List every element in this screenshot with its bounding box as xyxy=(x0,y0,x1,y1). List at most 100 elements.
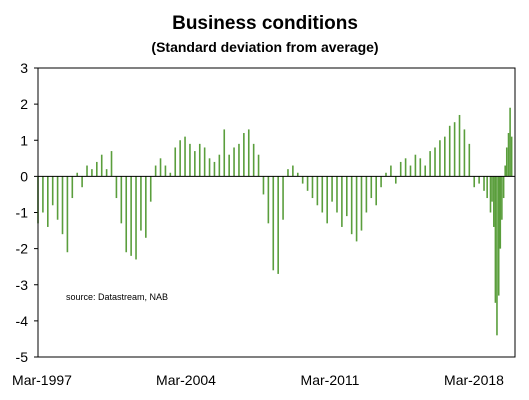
bar xyxy=(336,176,338,213)
x-tick-label: Mar-2011 xyxy=(301,372,360,388)
bar xyxy=(499,176,502,249)
bar xyxy=(458,114,461,177)
bar xyxy=(505,147,508,177)
bar xyxy=(390,165,392,177)
y-tick-label: -3 xyxy=(16,277,29,293)
bar xyxy=(145,176,147,238)
bar xyxy=(434,147,436,177)
bar xyxy=(399,161,402,177)
bar xyxy=(115,176,118,199)
bar xyxy=(385,172,387,177)
bar xyxy=(321,176,324,213)
bar xyxy=(233,147,235,177)
x-tick-label: Mar-1997 xyxy=(12,372,72,388)
bar xyxy=(468,143,471,177)
chart-subtitle: (Standard deviation from average) xyxy=(151,39,378,55)
bar xyxy=(184,136,186,177)
bar xyxy=(311,176,314,199)
y-tick-label: -4 xyxy=(16,313,29,329)
bar xyxy=(243,133,245,177)
bar xyxy=(509,107,511,177)
bar xyxy=(110,151,113,177)
bar xyxy=(494,176,497,303)
bar xyxy=(489,176,492,213)
bar xyxy=(47,176,49,227)
bar xyxy=(414,154,417,177)
bar xyxy=(496,176,498,336)
y-tick-label: 3 xyxy=(20,60,28,76)
bar xyxy=(198,143,201,177)
bar xyxy=(331,176,333,202)
bar xyxy=(341,176,343,227)
bar xyxy=(439,140,441,177)
bar xyxy=(252,143,255,177)
bar xyxy=(287,169,289,177)
bar xyxy=(140,176,142,231)
bar xyxy=(491,176,493,202)
bar xyxy=(247,129,250,177)
bar xyxy=(262,176,265,195)
bar xyxy=(42,176,44,213)
plot-frame xyxy=(37,67,516,358)
bar xyxy=(203,147,206,177)
bar xyxy=(419,158,422,177)
bar xyxy=(213,161,216,177)
y-axis: 3 2 1 0 -1 -2 -3 -4 -5 xyxy=(16,60,38,365)
bar xyxy=(360,176,363,231)
bar xyxy=(100,154,103,177)
bar xyxy=(448,125,451,177)
y-tick-label: 0 xyxy=(20,168,28,184)
bar xyxy=(473,176,476,188)
bar xyxy=(125,176,128,253)
bar xyxy=(355,176,358,242)
bar xyxy=(164,165,167,177)
bar xyxy=(257,154,260,177)
bar xyxy=(507,133,510,177)
y-tick-label: -1 xyxy=(16,205,29,221)
bar xyxy=(159,158,162,177)
bar xyxy=(292,165,294,177)
x-tick-label: Mar-2004 xyxy=(156,372,216,388)
bar xyxy=(350,176,353,235)
bar xyxy=(380,176,382,188)
bar xyxy=(365,176,368,213)
bar xyxy=(463,129,466,177)
bar xyxy=(174,147,177,177)
bar xyxy=(282,176,284,220)
bar xyxy=(208,158,211,177)
bar xyxy=(497,176,500,296)
bar xyxy=(56,176,59,220)
bar xyxy=(169,172,172,177)
y-tick-label: 2 xyxy=(20,96,28,112)
bar xyxy=(345,176,348,217)
bar xyxy=(154,165,157,177)
chart-title: Business conditions xyxy=(172,13,358,34)
bar xyxy=(306,176,309,191)
bar xyxy=(71,176,74,199)
bar xyxy=(375,176,377,206)
y-tick-label: -2 xyxy=(16,241,29,257)
bar-series xyxy=(37,107,513,336)
x-axis: Mar-1997 Mar-2004 Mar-2011 Mar-2018 xyxy=(12,372,504,388)
bar xyxy=(301,176,304,184)
bar xyxy=(501,176,503,220)
bar xyxy=(51,176,54,206)
bar xyxy=(223,129,226,177)
bar xyxy=(453,122,456,177)
bar xyxy=(424,165,427,177)
bar xyxy=(130,176,132,256)
bar xyxy=(429,151,431,177)
bar xyxy=(486,176,488,199)
bar xyxy=(493,176,495,227)
bar xyxy=(444,136,446,177)
bar xyxy=(218,154,221,177)
source-note: source: Datastream, NAB xyxy=(66,292,168,302)
bar xyxy=(120,176,123,224)
y-tick-label: 1 xyxy=(20,132,28,148)
bar xyxy=(394,176,397,184)
bar xyxy=(316,176,319,206)
bar xyxy=(409,165,412,177)
bar xyxy=(404,158,407,177)
bar xyxy=(272,176,275,271)
